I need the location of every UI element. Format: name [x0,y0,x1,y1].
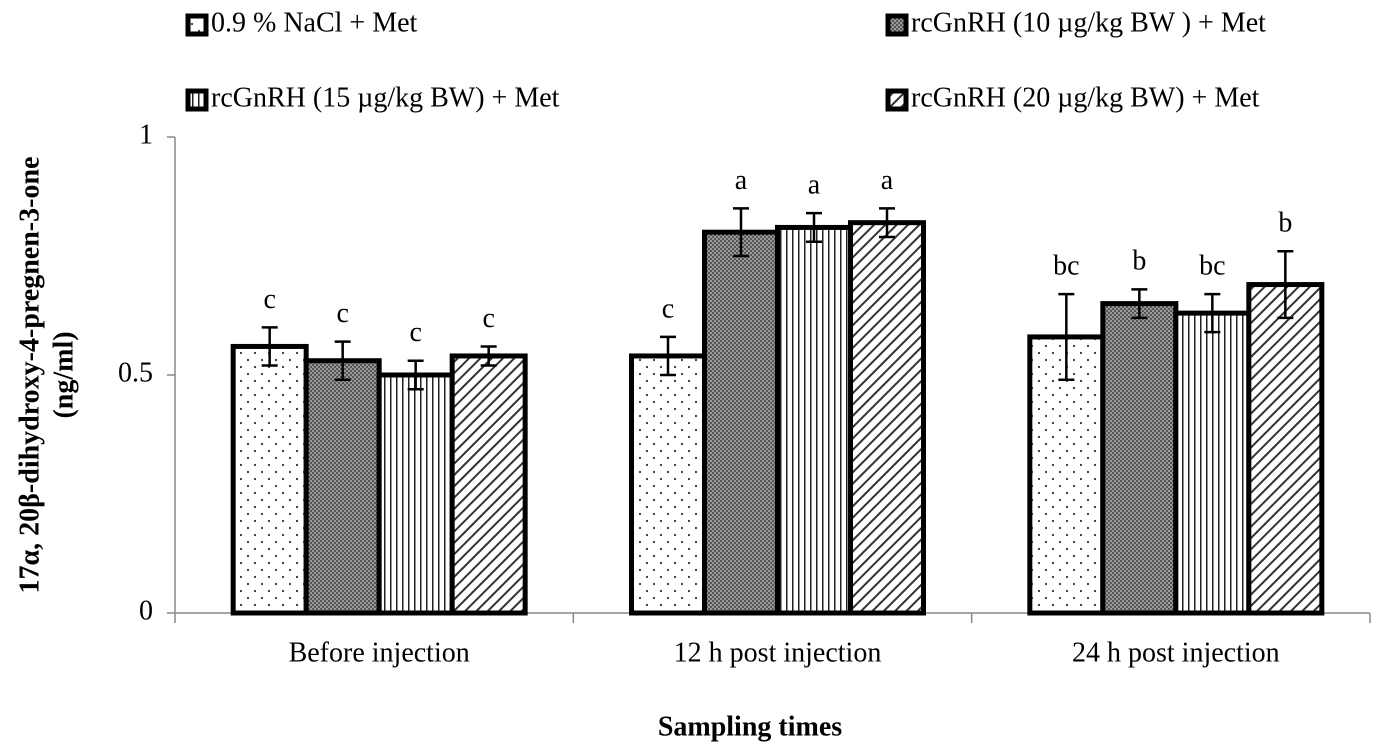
significance-letter: a [735,165,748,196]
significance-letter: bc [1053,251,1079,282]
legend-label: rcGnRH (15 µg/kg BW) + Met [211,82,560,113]
legend-swatch [885,13,909,37]
bar [230,343,309,616]
significance-letter: b [1132,246,1146,277]
legend-swatch [185,88,209,112]
bar [1173,310,1252,616]
significance-letter: a [881,165,894,196]
error-bar [480,345,497,367]
legend-label: 0.9 % NaCl + Met [211,7,418,38]
significance-letter: c [336,298,348,329]
error-bar [806,211,822,243]
x-tick-label: 24 h post injection [1072,637,1280,668]
x-tick-label: Before injection [289,637,470,668]
bar [1100,301,1179,616]
legend-label: rcGnRH (10 µg/kg BW ) + Met [911,7,1266,38]
bar [303,358,382,616]
significance-letter: a [808,170,821,201]
significance-letter: bc [1199,251,1225,282]
error-bar [334,340,351,382]
bar [702,229,780,616]
error-bar [261,326,278,367]
significance-letter: c [482,303,494,334]
significance-letter: b [1278,208,1292,239]
y-axis-title: 17α, 20β-dihydroxy-4-pregnen-3-one [14,157,45,594]
error-bar [1131,288,1148,320]
bar [848,220,926,616]
error-bar [1058,292,1075,382]
bar [775,224,853,616]
y-tick-label: 1 [139,119,153,150]
y-tick-label: 0.5 [118,357,153,388]
error-bar [733,207,749,258]
significance-letter: c [409,317,421,348]
x-axis-title: Sampling times [658,711,842,742]
error-bar [879,207,895,239]
legend-swatch [185,13,209,37]
x-tick-label: 12 h post injection [674,637,882,668]
legend-swatch [885,88,909,112]
bar [629,353,707,616]
error-bar [1204,292,1221,334]
bar [1246,282,1325,616]
y-tick-label: 0 [139,595,153,626]
bar [449,353,528,616]
y-axis-title: (ng/ml) [48,331,79,418]
significance-letter: c [662,293,674,324]
error-bar [1277,249,1294,320]
error-bar [407,359,424,391]
legend-label: rcGnRH (20 µg/kg BW) + Met [911,82,1260,113]
error-bar [660,335,676,377]
significance-letter: c [263,284,275,315]
bar [376,372,455,616]
